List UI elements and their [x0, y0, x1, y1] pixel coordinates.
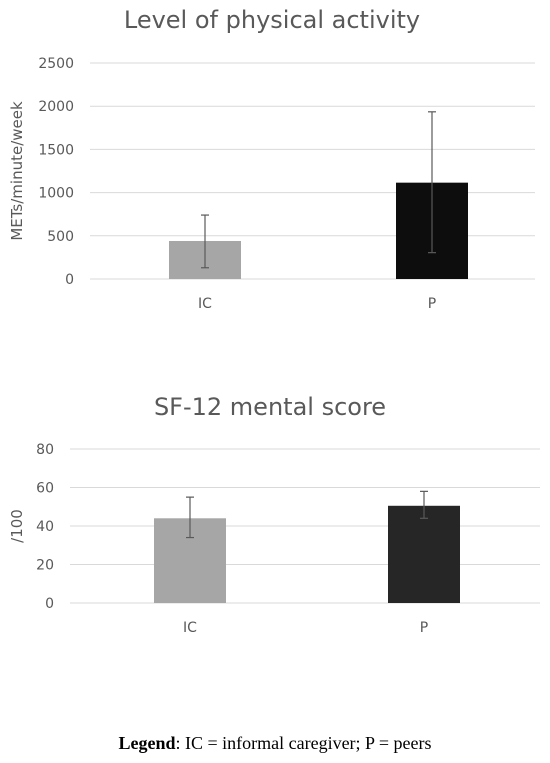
- x-tick-label: IC: [198, 296, 212, 312]
- y-tick-label: 0: [65, 272, 74, 288]
- y-tick-label: 2000: [38, 99, 74, 115]
- x-tick-label: P: [428, 296, 436, 312]
- y-tick-label: 0: [45, 596, 54, 612]
- x-tick-label: IC: [183, 620, 197, 636]
- y-axis-label: /100: [8, 509, 26, 543]
- y-tick-label: 40: [36, 519, 54, 535]
- legend-label: Legend: [118, 733, 176, 753]
- x-tick-label: P: [420, 620, 428, 636]
- chart-title: SF-12 mental score: [154, 393, 386, 421]
- y-tick-label: 80: [36, 442, 54, 458]
- y-tick-label: 60: [36, 481, 54, 497]
- y-tick-label: 1000: [38, 186, 74, 202]
- y-tick-label: 1500: [38, 142, 74, 158]
- y-tick-label: 20: [36, 558, 54, 574]
- figure-legend: Legend: IC = informal caregiver; P = pee…: [0, 733, 550, 754]
- y-axis-label: METs/minute/week: [8, 101, 26, 241]
- legend-text: : IC = informal caregiver; P = peers: [175, 733, 432, 753]
- chart-title: Level of physical activity: [124, 6, 420, 34]
- y-tick-label: 2500: [38, 56, 74, 72]
- y-tick-label: 500: [47, 229, 74, 245]
- bar-p: [388, 505, 460, 603]
